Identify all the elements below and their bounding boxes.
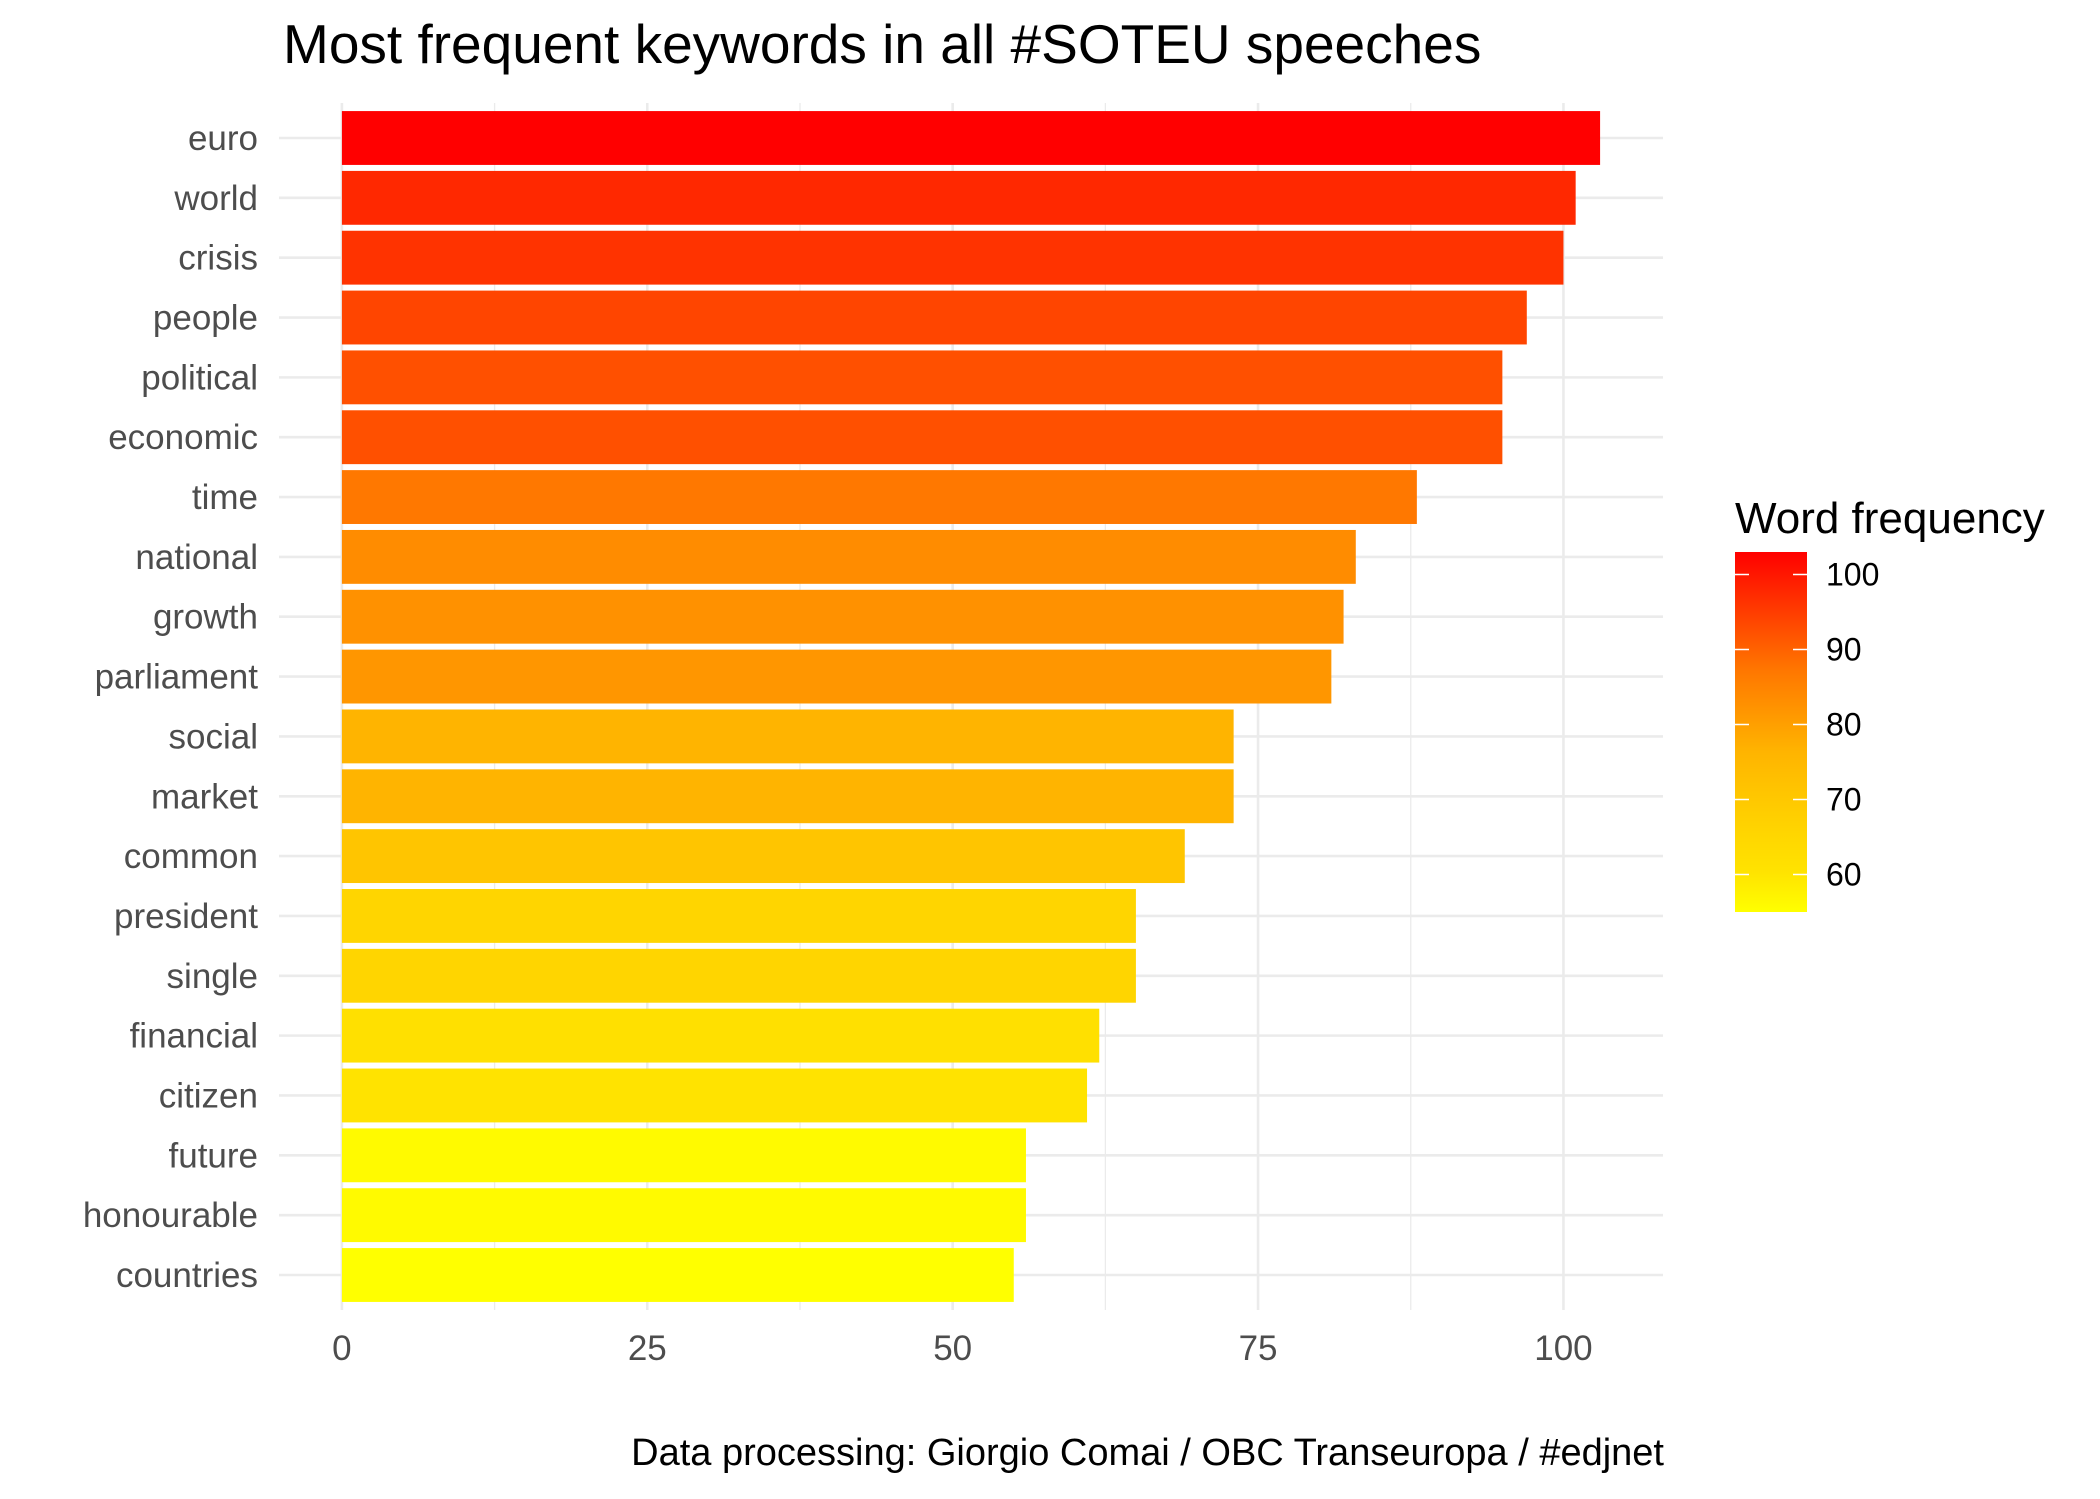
bar-parliament (341, 649, 1332, 704)
x-axis-labels: 0 25 50 75 100 (332, 1329, 1592, 1368)
y-tick-label: world (173, 179, 258, 218)
color-legend: Word frequency 100 90 80 70 60 (1735, 494, 2045, 912)
bar-political (341, 350, 1503, 405)
y-tick-label: president (114, 897, 258, 936)
bar-honourable (341, 1188, 1026, 1243)
bar-crisis (341, 230, 1564, 285)
bar-countries (341, 1248, 1014, 1302)
y-tick-label: growth (153, 598, 258, 637)
bar-growth (341, 589, 1344, 644)
y-axis-labels: euro world crisis people political economic ti… (83, 119, 258, 1295)
y-tick-label: countries (116, 1256, 258, 1295)
bar-people (341, 290, 1527, 345)
y-tick-label: honourable (83, 1196, 258, 1235)
y-tick-label: euro (188, 119, 258, 158)
y-tick-label: social (169, 717, 258, 756)
y-tick-label: single (167, 957, 258, 996)
y-tick-label: market (151, 777, 258, 816)
legend-label: 60 (1826, 857, 1862, 893)
bar-economic (341, 410, 1503, 465)
bar-citizen (341, 1068, 1088, 1123)
bar-euro (341, 111, 1601, 165)
bar-common (341, 829, 1185, 884)
bar-president (341, 889, 1136, 943)
legend-ticks: 100 90 80 70 60 (1735, 557, 1879, 893)
y-tick-label: political (141, 358, 258, 397)
y-tick-label: future (169, 1136, 259, 1175)
legend-label: 80 (1826, 707, 1862, 743)
bar-single (341, 948, 1136, 1003)
bar-social (341, 709, 1234, 764)
y-tick-label: economic (108, 418, 258, 457)
legend-label: 90 (1826, 632, 1862, 668)
x-tick-label: 100 (1534, 1329, 1592, 1368)
y-tick-label: common (124, 837, 258, 876)
x-tick-label: 50 (933, 1329, 972, 1368)
legend-label: 70 (1826, 782, 1862, 818)
y-tick-label: citizen (159, 1076, 258, 1115)
y-tick-label: time (192, 478, 258, 517)
bar-financial (341, 1008, 1100, 1063)
bar-national (341, 529, 1356, 584)
bars (341, 111, 1601, 1302)
bar-time (341, 470, 1417, 524)
y-tick-label: people (153, 299, 258, 338)
y-tick-label: national (135, 538, 258, 577)
chart-title: Most frequent keywords in all #SOTEU spe… (283, 13, 1481, 75)
legend-colorbar (1735, 552, 1807, 912)
y-tick-label: crisis (178, 239, 258, 278)
bar-world (341, 170, 1576, 225)
legend-title: Word frequency (1735, 494, 2045, 543)
bar-future (341, 1128, 1026, 1183)
y-tick-label: parliament (95, 658, 259, 697)
chart-caption: Data processing: Giorgio Comai / OBC Tra… (631, 1432, 1664, 1474)
x-tick-label: 25 (628, 1329, 667, 1368)
y-tick-label: financial (130, 1017, 258, 1056)
x-tick-label: 75 (1239, 1329, 1278, 1368)
bar-market (341, 769, 1234, 824)
legend-label: 100 (1826, 557, 1879, 593)
x-tick-label: 0 (332, 1329, 351, 1368)
